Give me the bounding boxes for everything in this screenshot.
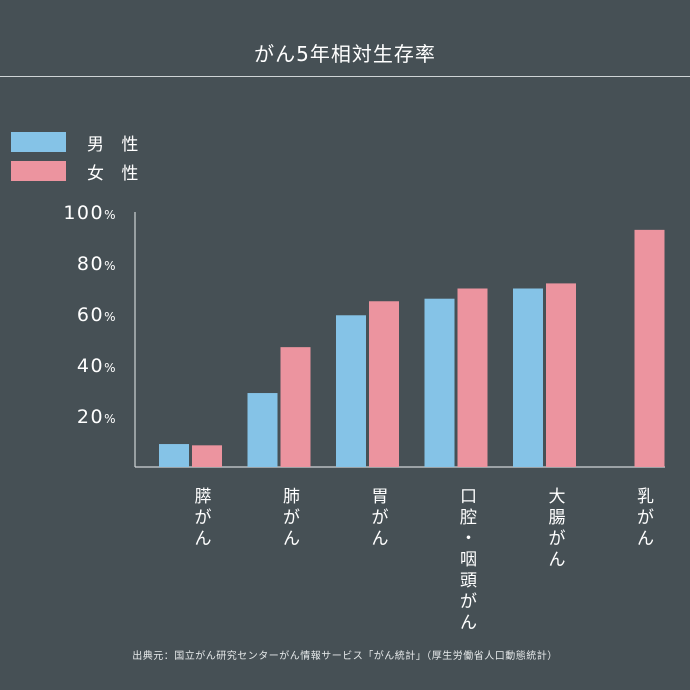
x-tick-label-char: が bbox=[637, 508, 654, 528]
bar-male bbox=[159, 444, 189, 467]
x-tick-label-char: 咽 bbox=[460, 550, 477, 570]
y-tick-label: 80% bbox=[77, 253, 117, 275]
x-tick-label-char: ん bbox=[195, 529, 212, 549]
x-tick-label-char: 膵 bbox=[195, 487, 212, 507]
y-tick-label: 100% bbox=[63, 202, 117, 224]
page-title: がん5年相対生存率 bbox=[254, 42, 436, 66]
bar-female bbox=[192, 445, 222, 467]
legend-swatch-male bbox=[11, 132, 66, 152]
legend-item-male: 男 性 bbox=[11, 131, 145, 155]
x-tick-label-char: が bbox=[460, 592, 477, 612]
y-tick-label: 20% bbox=[77, 406, 117, 428]
bar-female bbox=[457, 288, 488, 467]
x-tick-label-char: ん bbox=[372, 529, 389, 549]
legend-item-female: 女 性 bbox=[11, 160, 145, 184]
source-note: 出典元：国立がん研究センターがん情報サービス「がん統計」（厚生労働省人口動態統計… bbox=[132, 651, 558, 662]
bar-male bbox=[247, 393, 278, 467]
bar-male bbox=[424, 298, 455, 467]
x-tick-label-char: が bbox=[283, 508, 300, 528]
x-tick-label-char: が bbox=[195, 508, 212, 528]
x-tick-label-char: 頭 bbox=[460, 571, 477, 591]
bar-female bbox=[369, 301, 399, 467]
x-tick-label-char: が bbox=[372, 508, 389, 528]
x-tick-label-char: ん bbox=[549, 550, 566, 570]
x-tick-label-char: ん bbox=[460, 613, 477, 633]
bar-male bbox=[513, 288, 543, 467]
x-tick-label-char: ん bbox=[637, 529, 654, 549]
bar-female bbox=[280, 347, 311, 467]
x-tick-label-char: 肺 bbox=[283, 487, 300, 507]
bar-female bbox=[546, 283, 576, 467]
title-divider bbox=[0, 76, 690, 77]
x-tick-label-char: ん bbox=[283, 529, 300, 549]
x-tick-label-char: 大 bbox=[549, 487, 566, 507]
x-tick-label-char: 腸 bbox=[549, 508, 566, 528]
bar-female bbox=[634, 229, 665, 467]
x-tick-label-char: 乳 bbox=[637, 487, 654, 507]
legend-swatch-female bbox=[11, 161, 66, 181]
x-tick-label-char: が bbox=[549, 529, 566, 549]
legend-label-female: 女 性 bbox=[87, 163, 145, 184]
x-tick-label-char: ・ bbox=[460, 529, 477, 549]
bar-male bbox=[336, 315, 366, 467]
y-tick-label: 60% bbox=[77, 304, 117, 326]
x-tick-label-char: 口 bbox=[460, 487, 477, 507]
legend-label-male: 男 性 bbox=[87, 134, 145, 155]
y-tick-label: 40% bbox=[77, 355, 117, 377]
legend: 男 性 女 性 bbox=[11, 131, 144, 189]
x-tick-label-char: 胃 bbox=[372, 487, 389, 507]
x-tick-label-char: 腔 bbox=[460, 508, 477, 528]
